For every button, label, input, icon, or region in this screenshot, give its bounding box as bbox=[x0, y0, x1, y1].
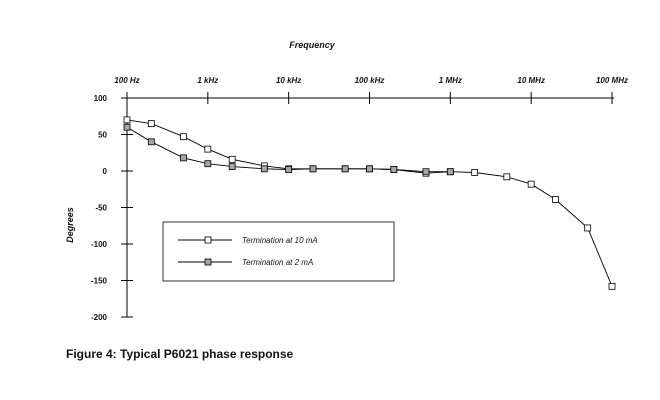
data-point bbox=[309, 165, 317, 173]
legend: Termination at 10 mA Termination at 2 mA bbox=[162, 221, 395, 282]
data-point bbox=[228, 163, 236, 171]
data-point bbox=[260, 165, 268, 173]
data-point bbox=[285, 166, 293, 173]
data-point bbox=[228, 155, 236, 163]
y-tick-label: -100 bbox=[91, 240, 108, 249]
x-tick-label: 10 kHz bbox=[276, 76, 301, 85]
data-point bbox=[390, 166, 398, 173]
y-tick-label: 50 bbox=[98, 131, 107, 140]
legend-box bbox=[162, 221, 395, 282]
data-point bbox=[527, 180, 535, 188]
data-point bbox=[147, 138, 155, 146]
data-point bbox=[446, 168, 454, 176]
legend-item: Termination at 10 mA bbox=[178, 236, 318, 245]
data-point bbox=[503, 173, 511, 181]
x-tick-label: 10 MHz bbox=[517, 76, 545, 85]
x-tick-label: 100 MHz bbox=[596, 76, 628, 85]
legend-label: Termination at 2 mA bbox=[242, 258, 313, 267]
x-tick-label: 1 kHz bbox=[197, 76, 218, 85]
data-point bbox=[123, 123, 131, 131]
legend-marker bbox=[204, 236, 212, 244]
chart-title: Frequency bbox=[289, 40, 336, 50]
series-2 bbox=[123, 123, 454, 176]
y-tick-label: -150 bbox=[91, 277, 108, 286]
data-point bbox=[366, 165, 373, 173]
legend-marker bbox=[204, 258, 212, 266]
data-point bbox=[180, 133, 187, 141]
x-tick-label: 100 kHz bbox=[355, 76, 385, 85]
data-point bbox=[608, 282, 616, 290]
legend-label: Termination at 10 mA bbox=[242, 236, 318, 245]
data-point bbox=[341, 165, 349, 173]
data-point bbox=[422, 168, 430, 176]
data-point bbox=[204, 160, 212, 168]
axes: 100 Hz 1 kHz 10 kHz 100 kHz 1 MHz 10 MHz 100 M… bbox=[91, 76, 628, 322]
x-tick-label: 1 MHz bbox=[439, 76, 462, 85]
data-point bbox=[584, 224, 592, 232]
y-tick-label: -50 bbox=[95, 204, 107, 213]
series-layer bbox=[123, 116, 616, 290]
data-point bbox=[123, 116, 131, 124]
data-point bbox=[147, 120, 155, 127]
x-tick-label: 100 Hz bbox=[114, 76, 139, 85]
y-tick-label: 100 bbox=[94, 94, 108, 103]
y-axis-label: Degrees bbox=[65, 207, 75, 243]
figure-caption: Figure 4: Typical P6021 phase response bbox=[66, 347, 294, 361]
data-point bbox=[471, 169, 479, 176]
y-tick-label: -200 bbox=[91, 313, 108, 322]
data-point bbox=[552, 196, 559, 203]
y-tick-label: 0 bbox=[103, 167, 108, 176]
data-point bbox=[180, 154, 187, 162]
legend-item: Termination at 2 mA bbox=[178, 258, 313, 267]
data-point bbox=[204, 145, 212, 153]
